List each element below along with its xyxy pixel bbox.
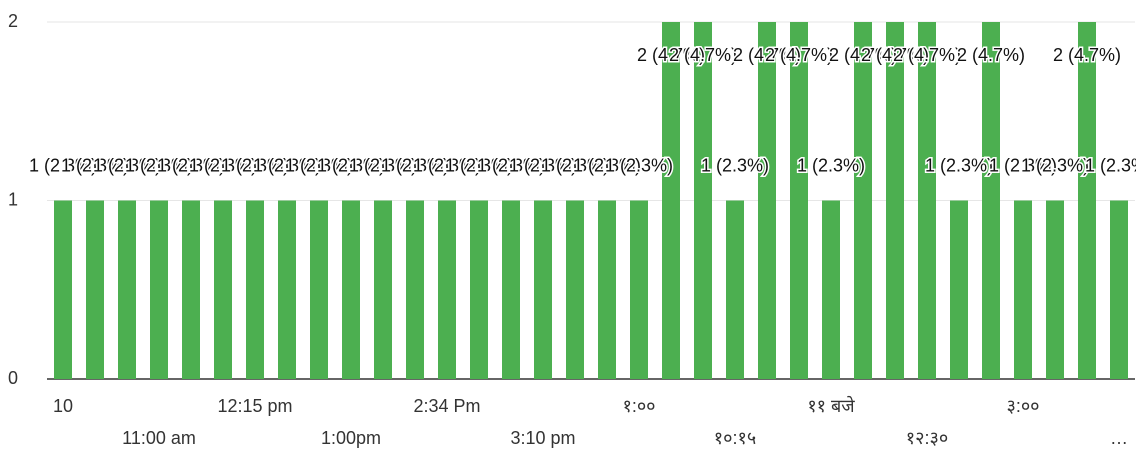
bar [438, 200, 456, 379]
x-tick-label: ३:०० [1006, 396, 1039, 416]
bar [598, 200, 616, 379]
value-label: 1 (2.3%) [221, 155, 289, 175]
bar [502, 200, 520, 379]
value-label: 1 (2.3%) [413, 155, 481, 175]
bar [406, 200, 424, 379]
value-label: 1 (2.3%) [989, 155, 1057, 175]
bar [246, 200, 264, 379]
value-label: 2 (4.7%) [1053, 45, 1121, 65]
bar [534, 200, 552, 379]
value-label: 2 (4.7%) [893, 45, 961, 65]
x-tick-label: १:०० [622, 396, 655, 416]
bar [1014, 200, 1032, 379]
value-label: 1 (2.3%) [445, 155, 513, 175]
value-label: 1 (2.3%) [381, 155, 449, 175]
bar [54, 200, 72, 379]
value-label: 2 (4.7%) [861, 45, 929, 65]
bar [182, 200, 200, 379]
x-tick-label: 12:15 pm [217, 396, 292, 416]
bar [1078, 22, 1096, 379]
value-label: 1 (2.3%) [125, 155, 193, 175]
value-label: 1 (2.3%) [349, 155, 417, 175]
y-tick-label: 2 [8, 11, 18, 31]
value-label: 1 (2.3%) [93, 155, 161, 175]
bar [1110, 200, 1128, 379]
value-label: 1 (2.3%) [541, 155, 609, 175]
x-tick-label: … [1110, 428, 1128, 448]
value-label: 1 (2.3%) [1021, 155, 1089, 175]
x-tick-label: १०:१५ [714, 428, 756, 448]
bar [726, 200, 744, 379]
x-tick-label: 2:34 Pm [413, 396, 480, 416]
bar [342, 200, 360, 379]
x-tick-label: 1:00pm [321, 428, 381, 448]
bar [822, 200, 840, 379]
value-label: 1 (2.3%) [317, 155, 385, 175]
bar [886, 22, 904, 379]
value-label: 2 (4.7%) [957, 45, 1025, 65]
value-label: 2 (4.7%) [829, 45, 897, 65]
value-label: 2 (4.7%) [765, 45, 833, 65]
value-label: 1 (2.3%) [925, 155, 993, 175]
value-label: 1 (2.3%) [477, 155, 545, 175]
bar [630, 200, 648, 379]
bar [694, 22, 712, 379]
value-label: 2 (4.7%) [733, 45, 801, 65]
x-tick-label: 10 [53, 396, 73, 416]
bar [310, 200, 328, 379]
bar [854, 22, 872, 379]
bar [1046, 200, 1064, 379]
value-label: 1 (2.3%) [797, 155, 865, 175]
value-label: 1 (2.3%) [285, 155, 353, 175]
value-label: 2 (4.7%) [669, 45, 737, 65]
value-label: 1 (2.3%) [61, 155, 129, 175]
value-label: 1 (2.3%) [509, 155, 577, 175]
value-label: 1 (2.3%) [189, 155, 257, 175]
bar [278, 200, 296, 379]
value-label: 1 (2.3%) [1085, 155, 1136, 175]
bar [374, 200, 392, 379]
value-label: 1 (2.3%) [253, 155, 321, 175]
y-tick-label: 1 [8, 189, 18, 209]
bar [918, 22, 936, 379]
value-label: 1 (2.3%) [573, 155, 641, 175]
value-label: 1 (2.3%) [701, 155, 769, 175]
bar [662, 22, 680, 379]
x-tick-label: ११ बजे [807, 395, 855, 416]
x-tick-label: १२:३० [906, 428, 948, 448]
x-tick-label: 3:10 pm [510, 428, 575, 448]
value-label: 1 (2.3%) [605, 155, 673, 175]
bar [214, 200, 232, 379]
bar [86, 200, 104, 379]
bar [150, 200, 168, 379]
bar [118, 200, 136, 379]
y-tick-label: 0 [8, 368, 18, 388]
bar [950, 200, 968, 379]
value-label: 2 (4.7%) [637, 45, 705, 65]
value-label: 1 (2.3%) [157, 155, 225, 175]
bar [566, 200, 584, 379]
x-tick-label: 11:00 am [122, 428, 196, 448]
value-label: 1 (2.3%) [29, 155, 97, 175]
bar [758, 22, 776, 379]
bar [470, 200, 488, 379]
bar [982, 22, 1000, 379]
bar [790, 22, 808, 379]
